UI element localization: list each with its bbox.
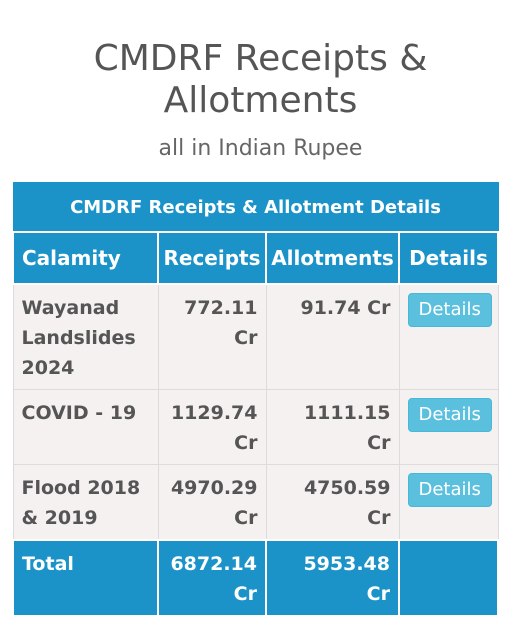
allotments-cell: 91.74 Cr xyxy=(265,283,400,390)
total-allotments: 5953.48 Cr xyxy=(265,539,400,617)
column-header-receipts: Receipts xyxy=(157,231,267,285)
page-subtitle: all in Indian Rupee xyxy=(158,136,363,161)
table-row: Flood 2018 & 2019 4970.29 Cr 4750.59 Cr … xyxy=(12,464,499,541)
details-button-wayanad[interactable]: Details xyxy=(407,293,492,327)
calamity-cell: Wayanad Landslides 2024 xyxy=(12,283,159,390)
total-receipts: 6872.14 Cr xyxy=(157,539,267,617)
receipts-cell: 4970.29 Cr xyxy=(157,464,267,541)
details-button-covid[interactable]: Details xyxy=(407,398,492,432)
receipts-cell: 772.11 Cr xyxy=(157,283,267,390)
page-title: CMDRF Receipts & Allotments xyxy=(93,38,428,121)
receipts-cell: 1129.74 Cr xyxy=(157,389,267,465)
table-caption: CMDRF Receipts & Allotment Details xyxy=(12,182,499,233)
allotments-cell: 4750.59 Cr xyxy=(265,464,400,541)
receipts-table: CMDRF Receipts & Allotment Details Calam… xyxy=(12,182,500,617)
calamity-cell: COVID - 19 xyxy=(12,389,159,465)
total-label: Total xyxy=(12,539,159,617)
details-cell: Details xyxy=(398,464,499,541)
details-cell: Details xyxy=(398,283,499,390)
table-row: Wayanad Landslides 2024 772.11 Cr 91.74 … xyxy=(12,283,499,390)
column-header-calamity: Calamity xyxy=(12,231,159,285)
column-header-allotments: Allotments xyxy=(265,231,400,285)
details-cell: Details xyxy=(398,389,499,465)
total-row: Total 6872.14 Cr 5953.48 Cr xyxy=(12,539,500,617)
calamity-cell: Flood 2018 & 2019 xyxy=(12,464,159,541)
total-details-empty xyxy=(397,539,500,617)
allotments-cell: 1111.15 Cr xyxy=(265,389,400,465)
column-header-details: Details xyxy=(397,231,500,285)
table-row: COVID - 19 1129.74 Cr 1111.15 Cr Details xyxy=(12,389,499,465)
details-button-flood[interactable]: Details xyxy=(407,473,492,507)
